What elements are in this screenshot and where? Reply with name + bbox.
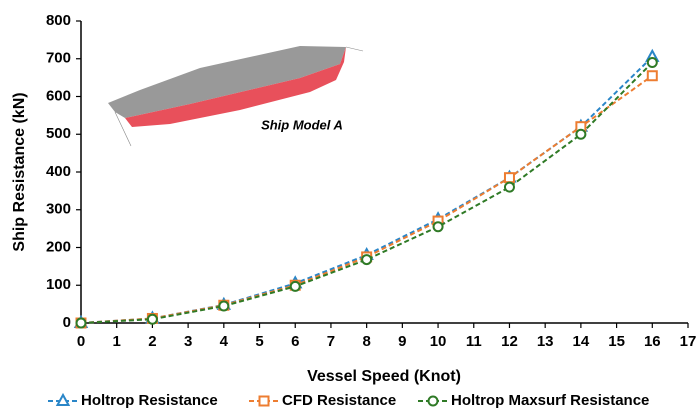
x-tick-label: 11 [466,333,482,350]
x-tick-label: 3 [184,333,192,350]
legend-marker [260,397,269,406]
ship-line [346,47,363,51]
x-tick-label: 0 [77,333,85,350]
y-tick-label: 700 [46,50,71,67]
y-tick-label: 300 [46,201,71,218]
data-point [648,58,657,67]
y-axis-label: Ship Resistance (kN) [11,92,28,251]
x-tick-label: 5 [255,333,263,350]
y-tick-label: 400 [46,163,71,180]
x-tick-label: 9 [398,333,406,350]
x-tick-label: 6 [291,333,299,350]
data-point [77,319,86,328]
data-point [434,222,443,231]
x-tick-label: 8 [362,333,370,350]
data-point [505,173,514,182]
y-tick-label: 100 [46,276,71,293]
y-tick-label: 500 [46,125,71,142]
x-tick-label: 7 [327,333,335,350]
data-point [505,183,514,192]
x-tick-label: 1 [113,333,121,350]
data-point [291,282,300,291]
x-tick-label: 10 [430,333,447,350]
legend-label: Holtrop Resistance [81,392,218,409]
x-tick-label: 14 [573,333,590,350]
legend-marker [58,395,69,405]
x-tick-label: 17 [680,333,697,350]
y-tick-label: 200 [46,238,71,255]
data-point [576,130,585,139]
y-tick-label: 800 [46,12,71,29]
x-tick-label: 15 [608,333,625,350]
legend-label: CFD Resistance [282,392,396,409]
legend-label: Holtrop Maxsurf Resistance [451,392,649,409]
x-axis-label: Vessel Speed (Knot) [307,368,461,385]
data-point [219,302,228,311]
x-tick-label: 16 [644,333,661,350]
chart: Ship Model A Ship Resistance (kN) Vessel… [0,0,697,410]
data-point [362,255,371,264]
y-tick-label: 0 [63,314,71,331]
legend-marker [429,397,438,406]
x-tick-label: 2 [148,333,156,350]
annotation: Ship Model A [261,117,343,132]
data-point [148,315,157,324]
x-tick-label: 13 [537,333,554,350]
y-tick-label: 600 [46,87,71,104]
data-point [648,71,657,80]
x-tick-label: 4 [220,333,229,350]
x-tick-label: 12 [501,333,518,350]
